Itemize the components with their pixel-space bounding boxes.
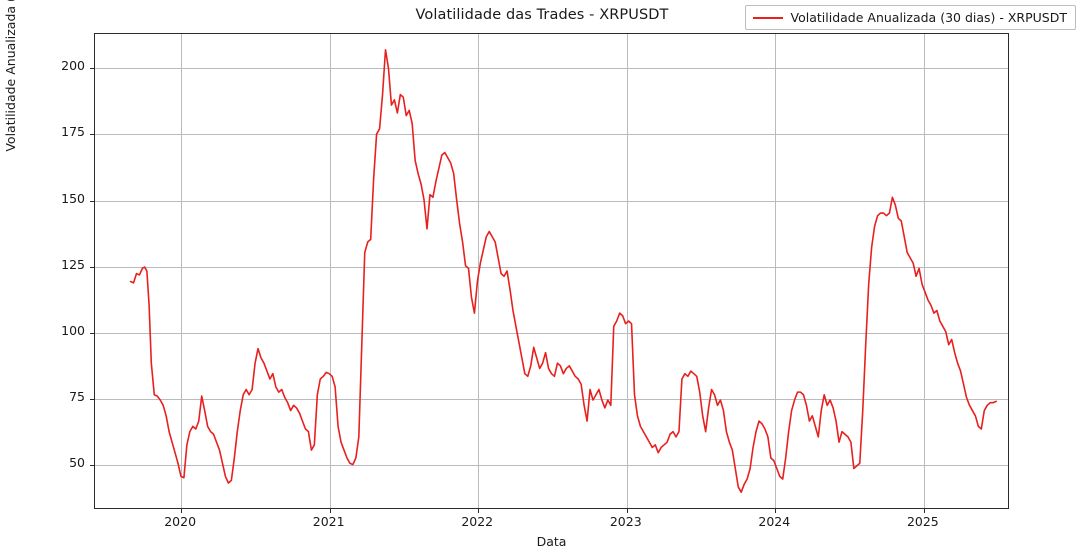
y-tick-mark: [90, 398, 95, 400]
y-tick-label: 50: [69, 455, 85, 471]
gridline-horizontal: [95, 465, 1008, 467]
gridline-horizontal: [95, 266, 1008, 268]
x-tick-label: 2025: [906, 514, 939, 529]
y-axis-label: Volatilidade Anualizada (%): [3, 0, 18, 152]
gridline-vertical: [181, 34, 183, 508]
x-tick-mark: [478, 508, 480, 513]
x-tick-mark: [775, 508, 777, 513]
y-tick-label: 200: [61, 58, 85, 74]
y-tick-label: 150: [61, 190, 85, 206]
x-axis-label: Data: [536, 534, 567, 549]
y-tick-mark: [90, 134, 95, 136]
x-tick-label: 2023: [609, 514, 642, 529]
gridline-vertical: [626, 34, 628, 508]
gridline-horizontal: [95, 68, 1008, 70]
y-tick-mark: [90, 332, 95, 334]
y-tick-label: 175: [61, 124, 85, 140]
chart-legend[interactable]: Volatilidade Anualizada (30 dias) - XRPU…: [744, 5, 1076, 30]
x-tick-mark: [923, 508, 925, 513]
y-tick-mark: [90, 465, 95, 467]
series-line-volatilidade-anualizada: [131, 50, 997, 492]
x-tick-label: 2022: [461, 514, 494, 529]
plot-area: [90, 33, 1009, 513]
series-line-layer: [95, 34, 1008, 508]
gridline-vertical: [329, 34, 331, 508]
chart-title: Volatilidade das Trades - XRPUSDT: [415, 7, 669, 23]
y-tick-mark: [90, 266, 95, 268]
y-tick-label: 75: [69, 388, 85, 404]
y-axis-label-wrapper: Volatilidade Anualizada (%): [3, 0, 41, 509]
gridline-vertical: [775, 34, 777, 508]
x-tick-label: 2024: [758, 514, 791, 529]
legend-label: Volatilidade Anualizada (30 dias) - XRPU…: [790, 10, 1067, 25]
x-tick-mark: [329, 508, 331, 513]
y-tick-mark: [90, 68, 95, 70]
x-tick-mark: [181, 508, 183, 513]
y-tick-label: 100: [61, 322, 85, 338]
y-tick-mark: [90, 200, 95, 202]
legend-line-swatch: [752, 16, 783, 19]
x-tick-mark: [626, 508, 628, 513]
gridline-horizontal: [95, 332, 1008, 334]
gridline-vertical: [923, 34, 925, 508]
x-tick-label: 2020: [164, 514, 197, 529]
y-tick-label: 125: [61, 256, 85, 272]
x-tick-label: 2021: [312, 514, 345, 529]
gridline-horizontal: [95, 134, 1008, 136]
gridline-horizontal: [95, 398, 1008, 400]
gridline-horizontal: [95, 200, 1008, 202]
